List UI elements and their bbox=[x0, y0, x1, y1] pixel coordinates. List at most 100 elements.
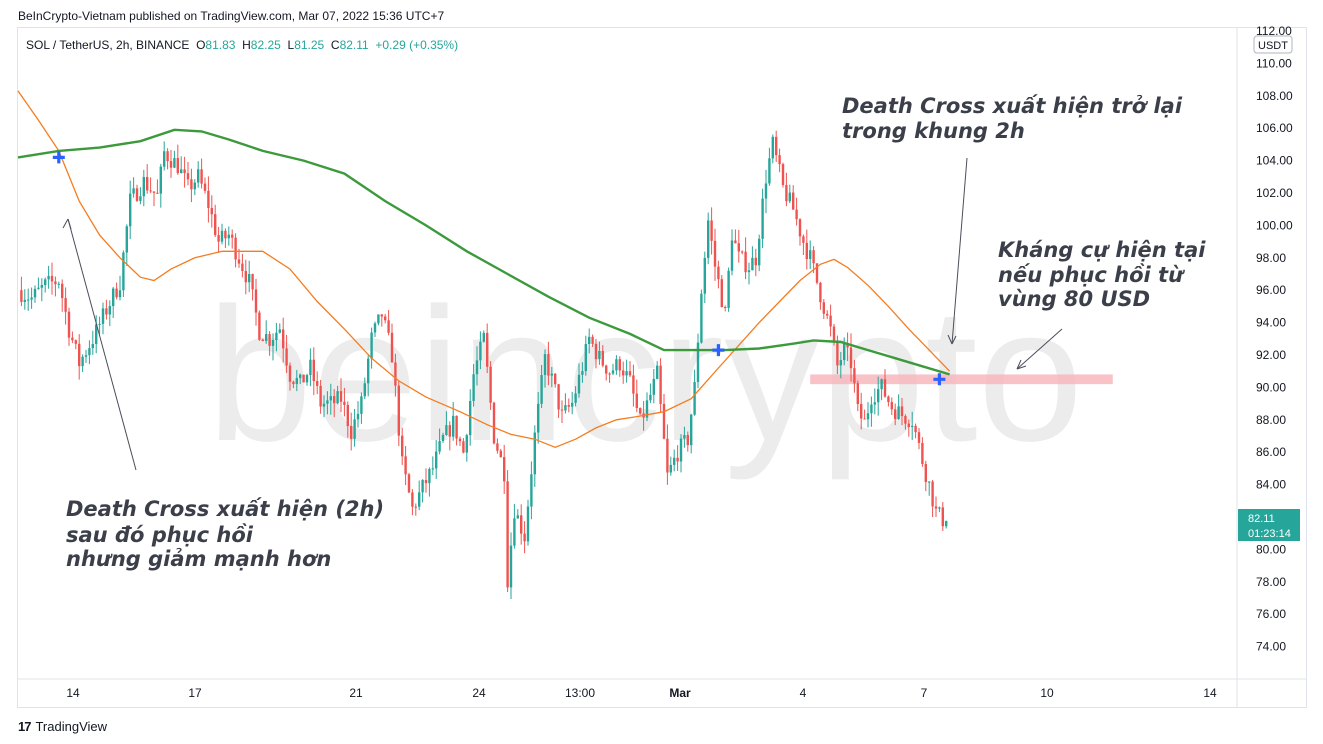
candle-body bbox=[792, 192, 795, 210]
candle-body bbox=[710, 220, 713, 241]
candle-body bbox=[343, 401, 346, 405]
candle-body bbox=[679, 438, 683, 462]
y-axis[interactable]: 112.00 110.00 108.00 106.00 104.00 102.00 100.… bbox=[1256, 24, 1293, 654]
annotation-line: Death Cross xuất hiện trở lại bbox=[842, 94, 1183, 118]
candle-body bbox=[156, 192, 159, 194]
candle-body bbox=[693, 381, 696, 415]
resistance-zone-layer bbox=[810, 374, 1113, 385]
annotation-line: nếu phục hồi từ bbox=[998, 263, 1185, 287]
candle-body bbox=[152, 191, 156, 193]
candle-body bbox=[367, 358, 370, 384]
cross-marker-icon bbox=[52, 151, 65, 164]
candle-body bbox=[506, 481, 509, 588]
candle-body bbox=[319, 385, 322, 407]
candle-body bbox=[751, 257, 754, 271]
candle-body bbox=[666, 438, 669, 473]
candle-body bbox=[44, 279, 47, 286]
candle-body bbox=[54, 281, 57, 285]
candle-body bbox=[445, 425, 448, 435]
candle-body bbox=[492, 402, 496, 444]
candle-body bbox=[584, 344, 587, 372]
candle-body bbox=[122, 252, 125, 291]
candle-body bbox=[407, 474, 411, 493]
candle-body bbox=[353, 419, 356, 439]
candle-body bbox=[163, 151, 166, 167]
candle-body bbox=[350, 426, 353, 439]
candle-body bbox=[645, 400, 649, 418]
candle-body bbox=[775, 136, 778, 156]
candle-body bbox=[802, 236, 805, 243]
annotation-line: Death Cross xuất hiện (2h) bbox=[66, 497, 384, 521]
candle-body bbox=[707, 220, 710, 258]
currency-label: USDT bbox=[1258, 40, 1288, 52]
y-tick-label: 110.00 bbox=[1256, 56, 1292, 70]
candle-body bbox=[210, 208, 213, 215]
candle-body bbox=[499, 450, 502, 458]
candle-body bbox=[139, 196, 142, 201]
last-price-value: 82.11 bbox=[1248, 513, 1275, 525]
candle-body bbox=[849, 347, 853, 369]
candle-body bbox=[560, 409, 564, 411]
y-tick-label: 92.00 bbox=[1256, 348, 1286, 362]
candle-body bbox=[860, 404, 863, 419]
candle-body bbox=[812, 250, 815, 264]
candle-body bbox=[428, 468, 431, 484]
candle-body bbox=[118, 290, 122, 298]
candle-body bbox=[900, 406, 904, 417]
y-tick-label: 94.00 bbox=[1256, 316, 1286, 330]
candle-body bbox=[945, 521, 948, 527]
candle-body bbox=[594, 343, 598, 360]
y-tick-label: 98.00 bbox=[1256, 251, 1286, 265]
cross-marker-icon bbox=[933, 373, 946, 386]
candle-body bbox=[237, 259, 241, 264]
y-tick-label: 76.00 bbox=[1256, 607, 1286, 621]
candle-body bbox=[71, 337, 74, 341]
close-label: C bbox=[330, 38, 340, 52]
candle-body bbox=[907, 423, 910, 428]
candle-body bbox=[295, 378, 298, 385]
tradingview-footer[interactable]: 17 TradingView bbox=[18, 719, 107, 734]
candle-body bbox=[649, 394, 652, 401]
annotation-arrows bbox=[62, 157, 1063, 471]
candle-body bbox=[88, 348, 91, 356]
x-tick-label: 13:00 bbox=[565, 686, 595, 700]
x-tick-label: 24 bbox=[472, 686, 486, 700]
candle-body bbox=[322, 403, 326, 407]
candle-body bbox=[730, 240, 734, 271]
candle-body bbox=[129, 193, 132, 227]
candle-body bbox=[105, 308, 108, 315]
candle-body bbox=[176, 158, 179, 174]
candle-body bbox=[520, 515, 523, 534]
candle-body bbox=[526, 506, 530, 542]
ma-fast-line bbox=[17, 90, 951, 448]
candle-body bbox=[778, 155, 781, 165]
annotation-line: Kháng cự hiện tại bbox=[998, 238, 1206, 262]
candle-body bbox=[91, 343, 94, 349]
candle-body bbox=[244, 271, 247, 283]
candle-body bbox=[217, 235, 220, 242]
candle-body bbox=[652, 378, 655, 395]
candle-body bbox=[125, 226, 128, 253]
x-axis[interactable]: 14 17 21 24 13:00 Mar 4 7 10 14 bbox=[66, 686, 1217, 700]
candle-body bbox=[387, 320, 390, 333]
candle-body bbox=[683, 435, 686, 439]
cross-marker-icon bbox=[712, 344, 725, 357]
annotation-line: trong khung 2h bbox=[842, 119, 1025, 143]
candle-body bbox=[829, 315, 832, 327]
candle-body bbox=[588, 336, 591, 345]
candle-body bbox=[635, 393, 638, 408]
candle-body bbox=[50, 275, 54, 282]
candle-body bbox=[564, 405, 567, 411]
candle-body bbox=[571, 402, 574, 407]
candle-body bbox=[404, 456, 407, 475]
open-label: O bbox=[196, 38, 206, 52]
candle-body bbox=[724, 306, 727, 308]
candle-body bbox=[203, 183, 207, 191]
candle-body bbox=[720, 279, 723, 307]
candle-body bbox=[921, 442, 924, 465]
candle-body bbox=[713, 240, 717, 267]
candle-body bbox=[795, 209, 798, 220]
resistance-zone bbox=[810, 374, 1113, 385]
candle-body bbox=[67, 311, 71, 338]
